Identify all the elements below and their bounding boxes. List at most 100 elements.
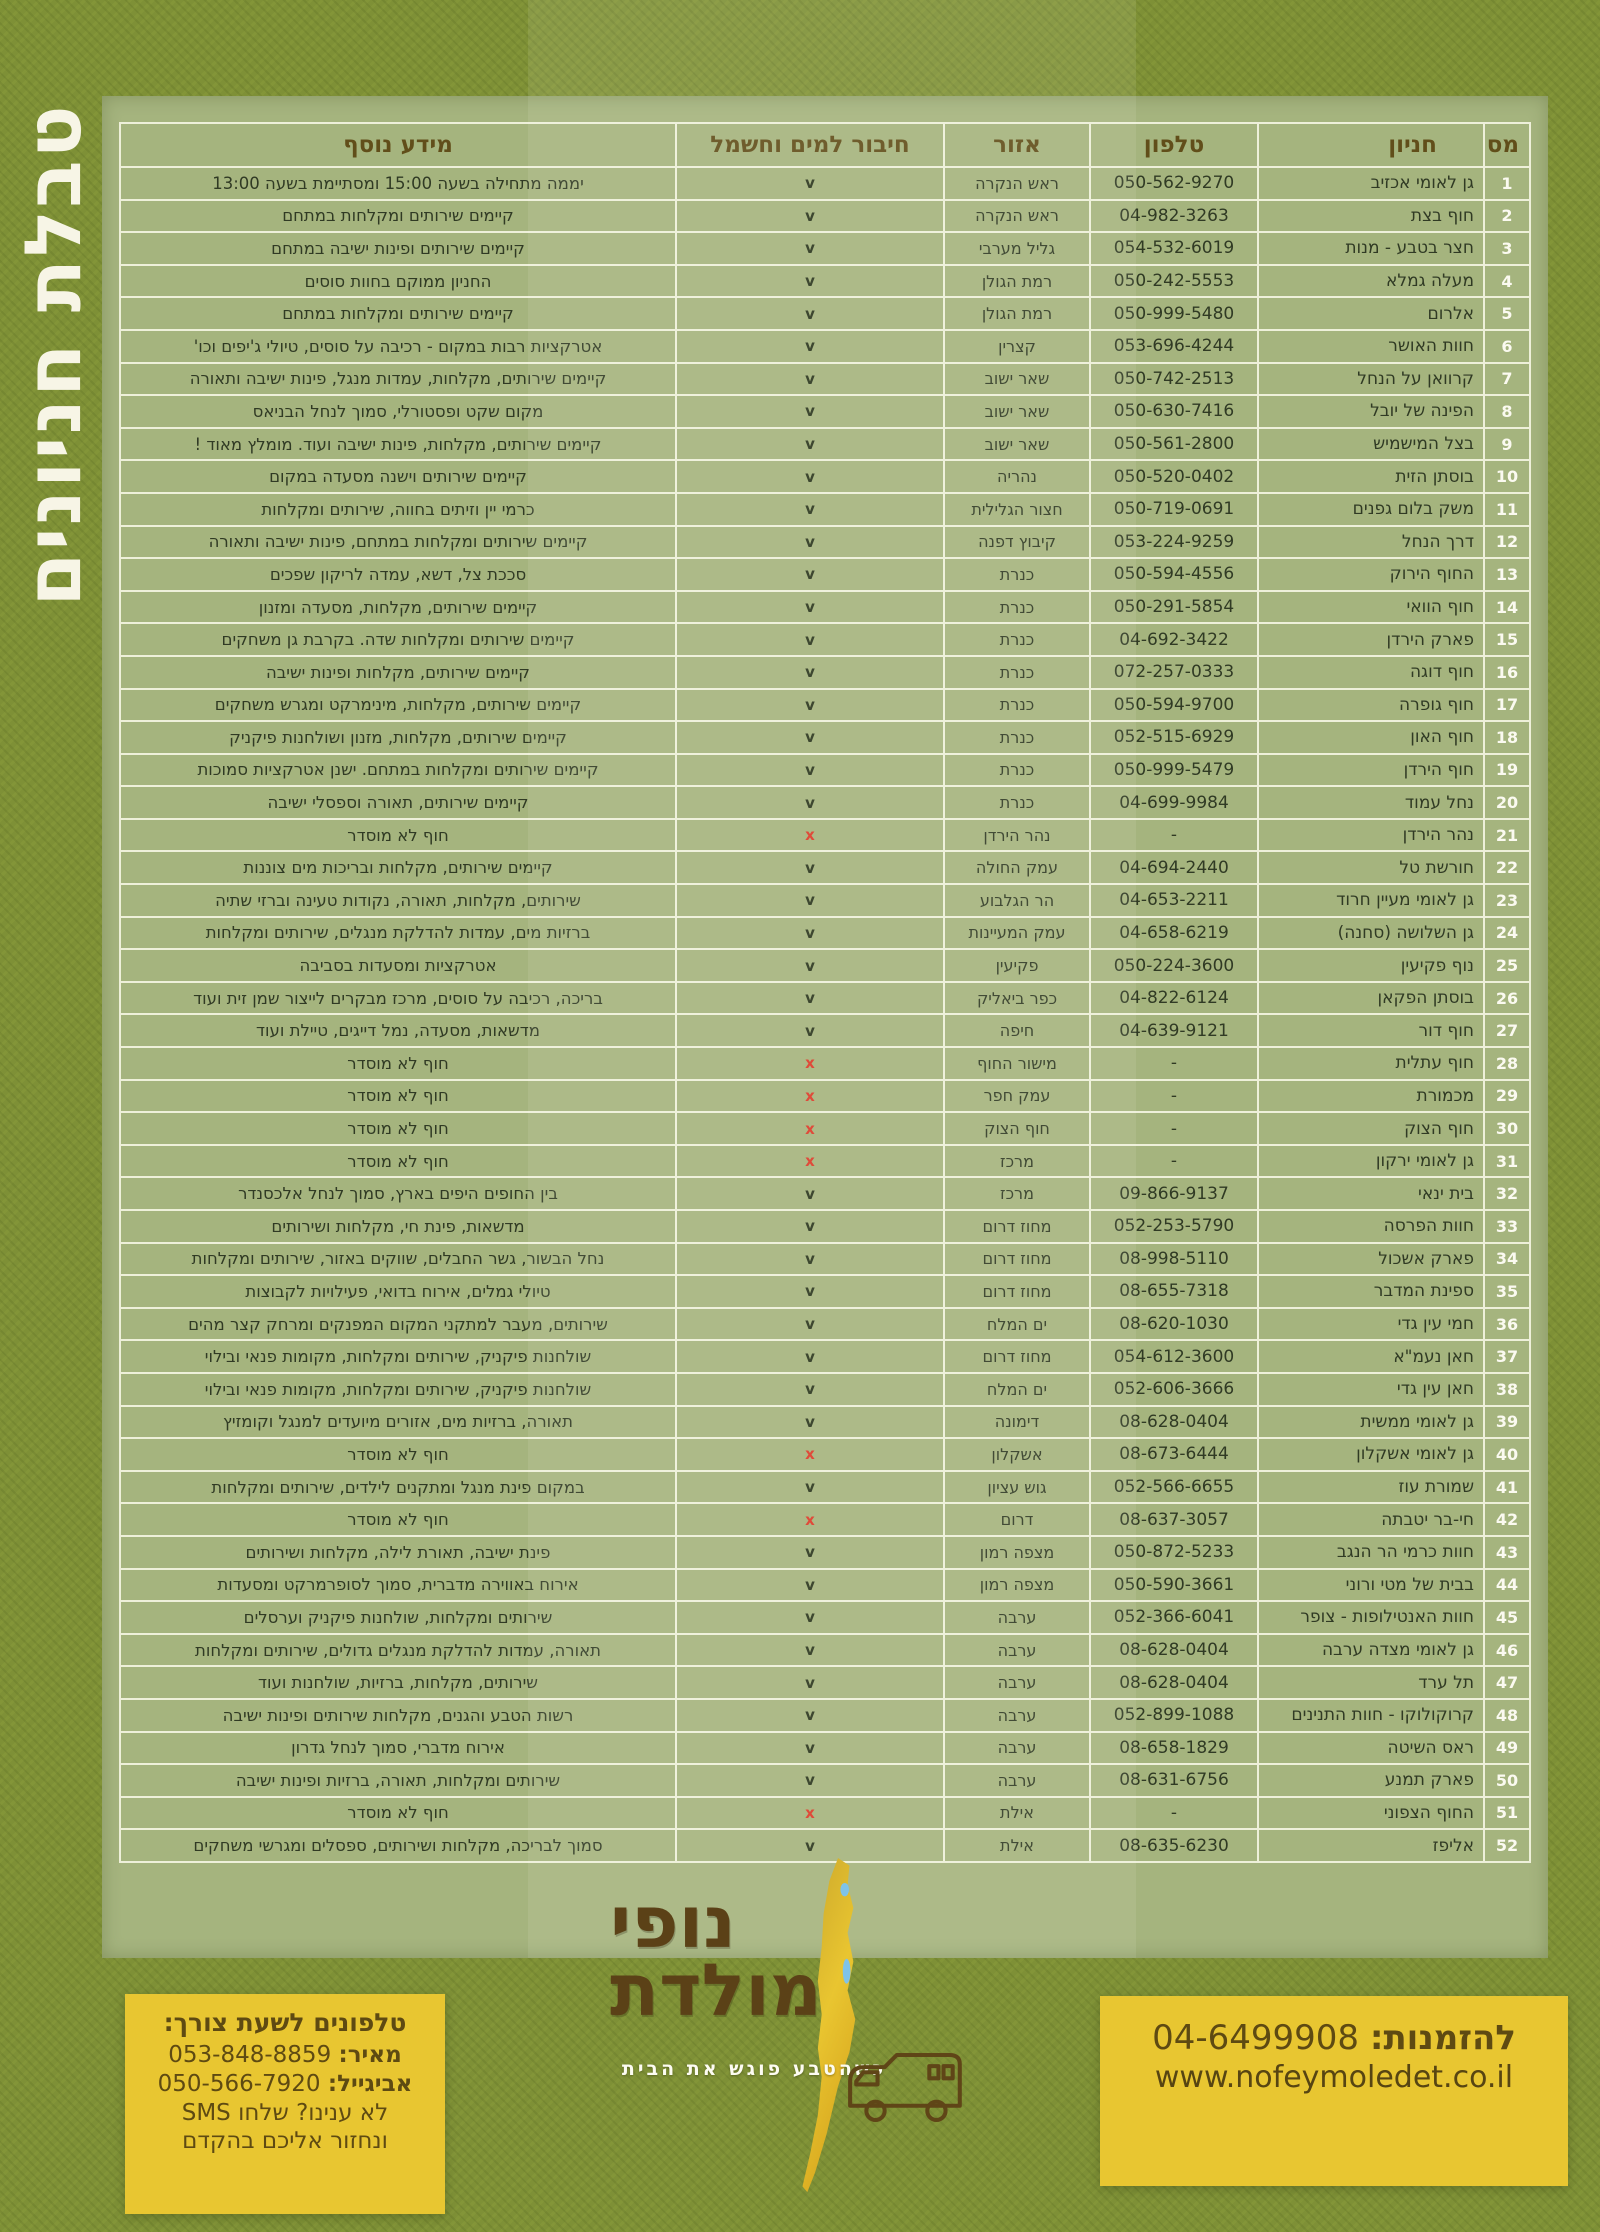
logo-title-line2: מולדת xyxy=(610,1948,822,2033)
campground-name: חורשת טל xyxy=(1257,850,1485,886)
region-name: רמת הגולן xyxy=(943,263,1091,299)
info-text: קיימים שירותים, מקלחות ופינות ישיבה xyxy=(119,654,677,690)
hookup-check-mark: v xyxy=(675,1209,945,1244)
row-number: 7 xyxy=(1483,361,1531,397)
table-row: 29 מכמורת - עמק חפר x חוף לא מוסדר xyxy=(119,1078,1531,1114)
emergency-contact-meir: מאיר: 053-848-8859 xyxy=(143,2041,427,2070)
phone-number: 04-639-9121 xyxy=(1089,1013,1259,1049)
row-number: 18 xyxy=(1483,720,1531,755)
info-text: קיימים שירותים, תאורה וספסלי ישיבה xyxy=(119,785,677,820)
table-row: 33 חוות הפרסה 052-253-5790 מחוז דרום v מדשאות… xyxy=(119,1209,1531,1244)
hookup-cross-mark: x xyxy=(675,1046,945,1081)
region-name: ערבה xyxy=(943,1763,1091,1798)
info-text: תאורה, עמדות להדלקת מנגלים גדולים, שירות… xyxy=(119,1632,677,1668)
table-row: 51 החוף הצפוני - אילת x חוף לא מוסדר xyxy=(119,1795,1531,1831)
row-number: 20 xyxy=(1483,785,1531,820)
campground-name: חאן עין גדי xyxy=(1257,1371,1485,1407)
hookup-check-mark: v xyxy=(675,1567,945,1603)
phone-number: - xyxy=(1089,817,1259,853)
row-number: 36 xyxy=(1483,1306,1531,1342)
table-row: 18 חוף האון 052-515-6929 כנרת v קיימים שירותי… xyxy=(119,720,1531,755)
campground-name: חמי עין גדי xyxy=(1257,1306,1485,1342)
info-text: חוף לא מוסדר xyxy=(119,1795,677,1831)
phone-number: 050-630-7416 xyxy=(1089,394,1259,429)
phone-number: 04-694-2440 xyxy=(1089,850,1259,886)
campground-name: חוות האנטילופות - צופר xyxy=(1257,1600,1485,1635)
info-text: קיימים שירותים ומקלחות שדה. בקרבת גן משח… xyxy=(119,622,677,657)
info-text: קיימים שירותים ומקלחות במתחם xyxy=(119,296,677,331)
row-number: 10 xyxy=(1483,459,1531,494)
hookup-check-mark: v xyxy=(675,1176,945,1211)
campground-name: בוסתן הפקאן xyxy=(1257,980,1485,1016)
row-number: 11 xyxy=(1483,491,1531,527)
campgrounds-table: מס חניון טלפון אזור חיבור למים וחשמל מיד… xyxy=(119,122,1531,1863)
hookup-cross-mark: x xyxy=(675,1437,945,1472)
row-number: 41 xyxy=(1483,1469,1531,1505)
phone-number: 08-637-3057 xyxy=(1089,1502,1259,1537)
row-number: 26 xyxy=(1483,980,1531,1016)
header-info: מידע נוסף xyxy=(119,122,677,168)
hookup-check-mark: v xyxy=(675,1665,945,1700)
table-row: 42 חי-בר יטבתה 08-637-3057 דרום x חוף לא מוסד… xyxy=(119,1502,1531,1537)
region-name: שאר ישוב xyxy=(943,426,1091,462)
contact-phone: 050-566-7920 xyxy=(157,2070,321,2097)
hookup-check-mark: v xyxy=(675,1339,945,1374)
table-row: 6 חוות האושר 053-696-4244 קצרין v אטרקציות רב… xyxy=(119,328,1531,364)
info-text: חוף לא מוסדר xyxy=(119,1111,677,1146)
campground-name: דרך הנחל xyxy=(1257,524,1485,560)
region-name: חוף הצוק xyxy=(943,1111,1091,1146)
row-number: 9 xyxy=(1483,426,1531,462)
row-number: 17 xyxy=(1483,687,1531,723)
region-name: כנרת xyxy=(943,687,1091,723)
info-text: קיימים שירותים, מקלחות, מסעדה ומזנון xyxy=(119,589,677,625)
info-text: סככת צל, דשא, עמדה לריקון שפכים xyxy=(119,557,677,592)
region-name: הר הגלבוע xyxy=(943,883,1091,918)
table-row: 12 דרך הנחל 053-224-9259 קיבוץ דפנה v קיימים … xyxy=(119,524,1531,560)
campground-name: חאן נעמ"א xyxy=(1257,1339,1485,1374)
row-number: 47 xyxy=(1483,1665,1531,1700)
row-number: 39 xyxy=(1483,1404,1531,1440)
campground-name: חי-בר יטבתה xyxy=(1257,1502,1485,1537)
table-row: 17 חוף גופרה 050-594-9700 כנרת v קיימים שירות… xyxy=(119,687,1531,723)
hookup-check-mark: v xyxy=(675,1306,945,1342)
phone-number: 072-257-0333 xyxy=(1089,654,1259,690)
row-number: 34 xyxy=(1483,1241,1531,1277)
campground-name: גן לאומי אכזיב xyxy=(1257,166,1485,201)
region-name: כנרת xyxy=(943,654,1091,690)
info-text: קיימים שירותים, מקלחות, מינימרקט ומגרש מ… xyxy=(119,687,677,723)
info-text: אטרקציות רבות במקום - רכיבה על סוסים, טי… xyxy=(119,328,677,364)
region-name: ערבה xyxy=(943,1697,1091,1733)
hookup-check-mark: v xyxy=(675,1241,945,1277)
table-row: 39 גן לאומי ממשית 08-628-0404 דימונה v תאורה,… xyxy=(119,1404,1531,1440)
table-row: 43 חוות כרמי הר הנגב 050-872-5233 מצפה רמון… xyxy=(119,1534,1531,1570)
emergency-contacts-box: טלפונים לשעת צורך: מאיר: 053-848-8859 אב… xyxy=(125,1994,445,2214)
region-name: ערבה xyxy=(943,1730,1091,1766)
table-panel: מס חניון טלפון אזור חיבור למים וחשמל מיד… xyxy=(102,96,1548,1958)
region-name: עמק החולה xyxy=(943,850,1091,886)
table-row: 15 פארק הירדן 04-692-3422 כנרת v קיימים שירות… xyxy=(119,622,1531,657)
campground-name: פארק הירדן xyxy=(1257,622,1485,657)
row-number: 46 xyxy=(1483,1632,1531,1668)
page-title: טבלת חניונים xyxy=(9,103,99,607)
hookup-check-mark: v xyxy=(675,948,945,983)
hookup-cross-mark: x xyxy=(675,1111,945,1146)
info-text: שירותים, מקלחות, תאורה, נקודות טעינה ובר… xyxy=(119,883,677,918)
region-name: כנרת xyxy=(943,557,1091,592)
phone-number: - xyxy=(1089,1046,1259,1081)
hookup-check-mark: v xyxy=(675,883,945,918)
campground-name: חוף האון xyxy=(1257,720,1485,755)
campground-name: בית ינאי xyxy=(1257,1176,1485,1211)
contact-phone: 053-848-8859 xyxy=(168,2042,332,2068)
phone-number: 08-628-0404 xyxy=(1089,1632,1259,1668)
region-name: מרכז xyxy=(943,1143,1091,1179)
row-number: 4 xyxy=(1483,263,1531,299)
info-text: בין החופים היפים בארץ, סמוך לנחל אלכסנדר xyxy=(119,1176,677,1211)
table-row: 26 בוסתן הפקאן 04-822-6124 כפר ביאליק v בריכה… xyxy=(119,980,1531,1016)
campground-name: מכמורת xyxy=(1257,1078,1485,1114)
campground-name: חוף בצת xyxy=(1257,198,1485,234)
hookup-cross-mark: x xyxy=(675,1078,945,1114)
table-row: 11 משק בלום גפנים 050-719-0691 חצור הגלילית… xyxy=(119,491,1531,527)
camper-van-icon xyxy=(848,2052,962,2122)
table-row: 41 שמורת עוז 052-566-6655 גוש עציון v במקום פ… xyxy=(119,1469,1531,1505)
orders-box: להזמנות: 04-6499908 www.nofeymoledet.co.… xyxy=(1100,1996,1568,2186)
